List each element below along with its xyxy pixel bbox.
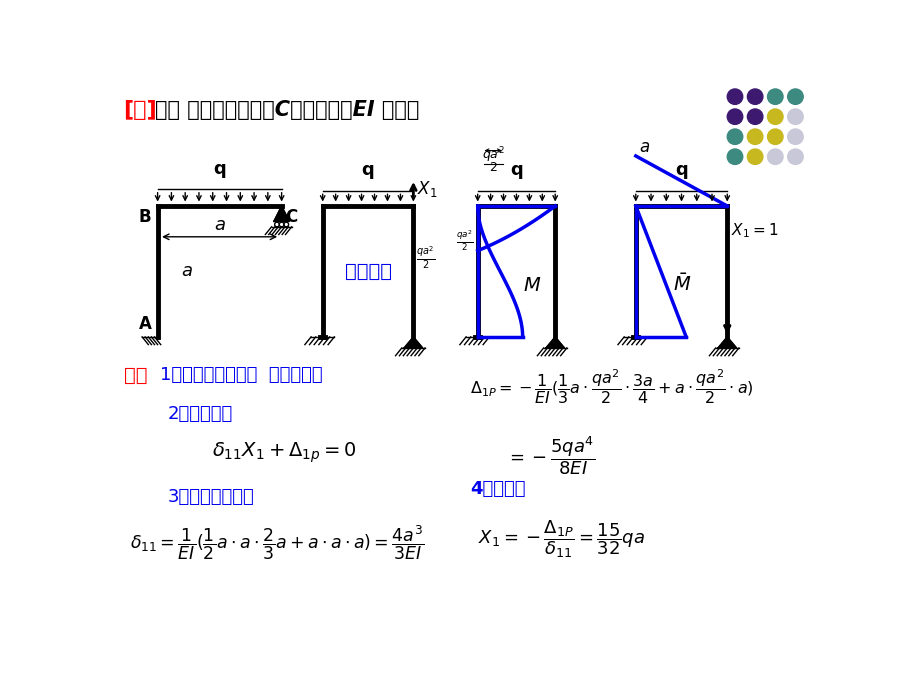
Text: $\Delta_{1P}=-\dfrac{1}{EI}(\dfrac{1}{3}a\cdot\dfrac{qa^2}{2}\cdot\dfrac{3a}{4}+: $\Delta_{1P}=-\dfrac{1}{EI}(\dfrac{1}{3}… [470,368,753,406]
Circle shape [766,89,782,104]
Text: A: A [139,315,152,333]
Text: $X_1=-\dfrac{\Delta_{1P}}{\delta_{11}}=\dfrac{15}{32}qa$: $X_1=-\dfrac{\Delta_{1P}}{\delta_{11}}=\… [477,519,644,560]
Polygon shape [403,337,422,348]
Text: q: q [361,161,374,179]
Circle shape [746,109,762,124]
Circle shape [746,149,762,164]
Text: $2$: $2$ [488,161,497,174]
Text: 2）力法方程: 2）力法方程 [167,404,233,423]
Circle shape [726,129,742,144]
Text: a: a [214,217,225,235]
Circle shape [787,129,802,144]
Text: a: a [639,138,649,156]
Circle shape [726,109,742,124]
Polygon shape [717,337,736,348]
Text: $X_1$: $X_1$ [417,179,437,199]
Text: 4）解得：: 4）解得： [470,480,525,498]
Text: a: a [181,262,192,280]
Text: $\delta_{11}X_1+\Delta_{1p}=0$: $\delta_{11}X_1+\Delta_{1p}=0$ [211,440,357,464]
Text: [例]: [例] [122,100,156,120]
Polygon shape [274,206,289,221]
Text: q: q [509,161,522,179]
Text: $\bar{M}$: $\bar{M}$ [673,273,691,295]
Circle shape [766,149,782,164]
Circle shape [787,149,802,164]
Text: 解：: 解： [124,366,148,385]
Text: B: B [139,208,152,226]
Circle shape [766,129,782,144]
Circle shape [726,89,742,104]
Circle shape [746,89,762,104]
Circle shape [787,109,802,124]
Circle shape [766,109,782,124]
Circle shape [746,129,762,144]
Circle shape [787,89,802,104]
Text: $\delta_{11}=\dfrac{1}{EI}(\dfrac{1}{2}a\cdot a\cdot\dfrac{2}{3}a+a\cdot a\cdot : $\delta_{11}=\dfrac{1}{EI}(\dfrac{1}{2}a… [130,523,425,562]
Text: 3）图乘法求系数: 3）图乘法求系数 [167,488,255,506]
Text: q: q [675,161,687,179]
Text: $\frac{qa^2}{2}$: $\frac{qa^2}{2}$ [416,244,436,271]
Polygon shape [545,337,564,348]
Text: 试用 力法求图示刚架C处的反力。EI 为常量: 试用 力法求图示刚架C处的反力。EI 为常量 [155,100,419,120]
Text: 1）选图示静定基，  及相当系统: 1）选图示静定基， 及相当系统 [160,366,323,384]
Text: C: C [285,208,298,226]
Text: $qa^2$: $qa^2$ [482,146,504,166]
Text: 相当系统: 相当系统 [344,262,391,281]
Text: $\frac{qa^2}{2}$: $\frac{qa^2}{2}$ [456,228,473,253]
Text: q: q [213,159,226,177]
Text: $=-\dfrac{5qa^4}{8EI}$: $=-\dfrac{5qa^4}{8EI}$ [505,434,596,477]
Text: $M$: $M$ [522,276,540,295]
Text: $X_1=1$: $X_1=1$ [731,221,777,240]
Circle shape [726,149,742,164]
